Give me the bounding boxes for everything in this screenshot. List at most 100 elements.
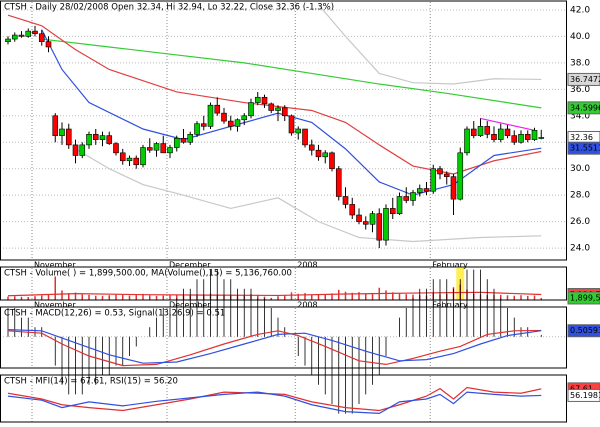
candle-body — [288, 115, 295, 134]
panel-frame — [0, 0, 567, 261]
candle-body — [295, 128, 302, 134]
indicator-line — [75, 148, 542, 243]
candle-body — [227, 120, 234, 127]
candle-body — [119, 152, 126, 162]
candle-body — [38, 33, 45, 42]
value-tag-label: 56.1981 — [570, 391, 600, 400]
candle-body — [335, 168, 342, 197]
candle-body — [133, 157, 140, 166]
candle-body — [362, 221, 369, 225]
indicator-line — [7, 291, 542, 297]
candle-body — [187, 134, 194, 143]
candle-body — [396, 196, 403, 214]
candle-body — [443, 173, 450, 177]
candle-body — [430, 168, 437, 192]
candle-body — [18, 34, 25, 37]
candle-body — [200, 123, 207, 127]
candle-body — [470, 128, 477, 136]
value-tag — [567, 141, 600, 155]
candle-body — [167, 147, 173, 154]
candle-body — [52, 115, 59, 136]
candle-body — [221, 112, 227, 122]
indicator-line — [318, 4, 542, 85]
indicator-line — [7, 329, 542, 364]
x-tick-label: February — [432, 301, 468, 310]
y-tick-label: 36.0 — [570, 85, 590, 95]
candle-body — [113, 143, 119, 154]
candle-body — [86, 134, 92, 146]
candle-body — [59, 128, 65, 136]
candle-body — [268, 103, 275, 111]
indicator-line — [7, 391, 542, 414]
candle-body — [126, 157, 133, 162]
y-tick-label: 34.0 — [570, 111, 590, 121]
candle-body — [329, 152, 335, 170]
y-tick-label: 30.0 — [570, 164, 590, 174]
candle-body — [153, 143, 160, 151]
value-tag — [567, 101, 600, 115]
candle-body — [99, 135, 106, 140]
x-tick-label: November — [34, 261, 76, 270]
candle-body — [160, 143, 167, 154]
candle-body — [32, 30, 38, 35]
candle-body — [248, 102, 254, 117]
candle-body — [450, 176, 457, 200]
candle-body — [140, 147, 146, 166]
candle-body — [207, 104, 214, 127]
y-tick-label: 40.0 — [570, 32, 590, 42]
candle-body — [173, 137, 180, 148]
value-tag — [567, 324, 600, 338]
candle-body — [504, 128, 511, 136]
candle-body — [241, 115, 248, 121]
candle-body — [403, 196, 410, 201]
panel-title: CTSH - Volume( ) = 1,899,500.00, MA(Volu… — [4, 269, 292, 279]
candle-body — [511, 135, 518, 143]
value-tag-label: 32.36 — [570, 133, 593, 142]
y-tick-label: 26.0 — [570, 217, 590, 227]
indicator-line — [7, 329, 542, 367]
candle-body — [437, 168, 443, 175]
y-tick-label: 24.0 — [570, 244, 590, 254]
candle-body — [281, 107, 288, 117]
candle-body — [214, 104, 221, 114]
panel-frame — [0, 266, 567, 301]
value-tag — [567, 72, 600, 86]
candle-body — [416, 188, 423, 193]
value-tag — [567, 291, 600, 305]
panel-title: CTSH - MACD(12,26) = 0.53, Signal(13,26,… — [4, 309, 225, 319]
candle-body — [254, 96, 261, 103]
candle-body — [349, 204, 356, 216]
candle-body — [79, 144, 86, 156]
candle-body — [491, 134, 497, 140]
candle-body — [180, 137, 187, 143]
candle-body — [410, 192, 416, 201]
candle-body — [25, 30, 32, 37]
indicator-line — [7, 386, 542, 412]
candle-body — [234, 119, 241, 127]
value-tag — [567, 388, 600, 402]
y-tick-label: 42.0 — [570, 5, 590, 15]
candle-body — [356, 214, 362, 222]
candle-body — [194, 123, 200, 135]
candle-body — [497, 128, 504, 140]
candle-body — [146, 147, 153, 151]
panel-title: CTSH - Daily 28/02/2008 Open 32.34, Hi 3… — [4, 3, 334, 13]
candle-body — [464, 128, 470, 154]
panel-frame — [0, 374, 567, 423]
candle-body — [106, 135, 113, 144]
candle-body — [531, 130, 538, 140]
candle-body — [275, 107, 281, 111]
y-tick-label: 38.0 — [570, 58, 590, 68]
candle-body — [538, 137, 545, 139]
value-tag-label: 31.5511 — [570, 144, 600, 153]
x-tick-label: December — [169, 301, 211, 310]
y-tick-label: 28.0 — [570, 191, 590, 201]
x-tick-label: 2008 — [297, 261, 317, 270]
x-tick-label: 2008 — [297, 301, 317, 310]
candle-body — [65, 128, 72, 146]
candle-body — [423, 188, 430, 192]
value-tag-label: 34.5996 — [570, 103, 600, 112]
value-tag-label: 0.50593 — [570, 326, 600, 335]
indicator-line — [480, 117, 535, 131]
candle-body — [457, 152, 464, 200]
